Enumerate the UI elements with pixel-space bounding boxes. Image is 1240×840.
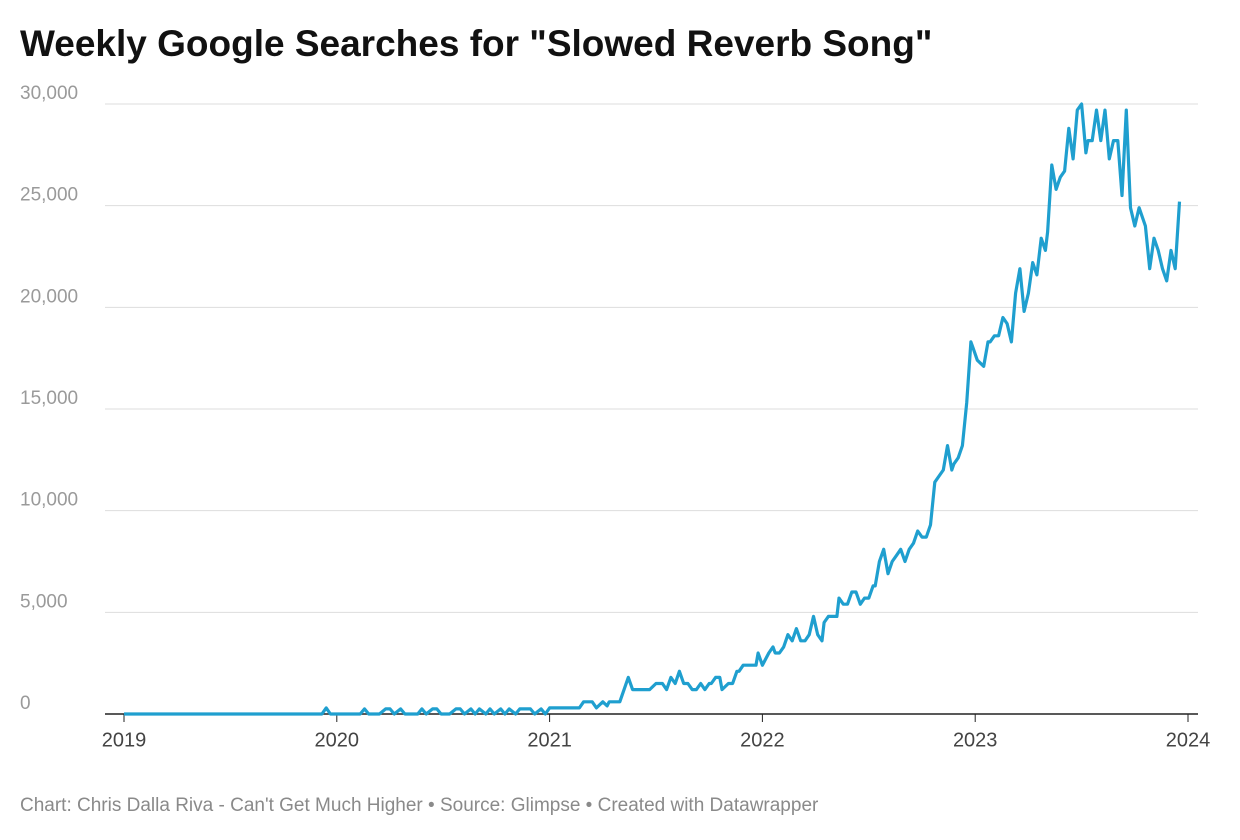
y-tick-label: 0	[20, 693, 31, 714]
x-tick-label: 2024	[1166, 729, 1211, 751]
x-tick-label: 2020	[315, 729, 360, 751]
line-series	[124, 102, 1182, 716]
x-tick-label: 2019	[102, 729, 147, 751]
y-tick-label: 30,000	[20, 83, 78, 104]
y-tick-label: 5,000	[20, 591, 68, 612]
x-tick-label: 2021	[527, 729, 572, 751]
y-tick-label: 10,000	[20, 490, 78, 511]
y-tick-label: 25,000	[20, 185, 78, 206]
chart-footer: Chart: Chris Dalla Riva - Can't Get Much…	[20, 795, 819, 816]
chart-title: Weekly Google Searches for "Slowed Rever…	[20, 23, 932, 64]
y-tick-label: 20,000	[20, 286, 78, 307]
x-tick-label: 2023	[953, 729, 998, 751]
x-tick-label: 2022	[740, 729, 785, 751]
y-tick-label: 15,000	[20, 388, 78, 409]
